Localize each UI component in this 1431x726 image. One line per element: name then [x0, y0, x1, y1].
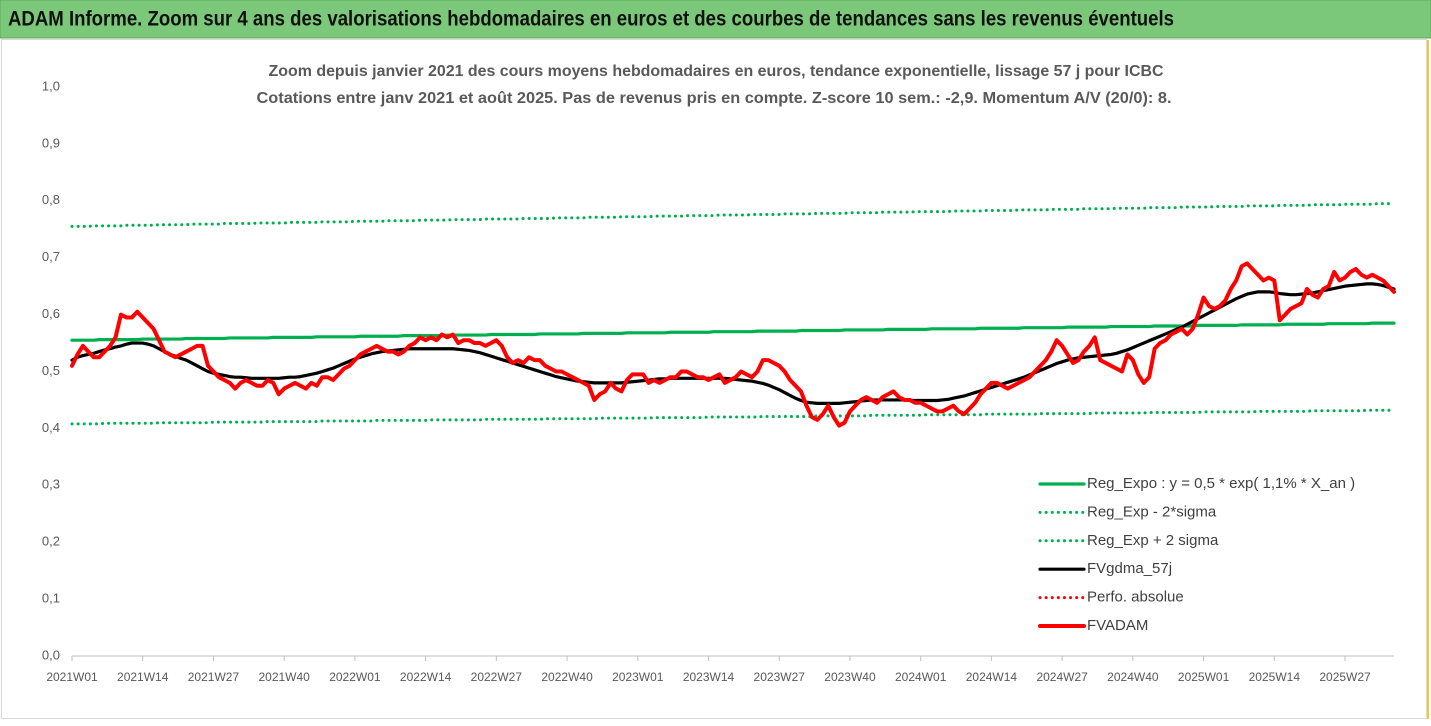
- y-tick-label: 0,9: [42, 135, 60, 150]
- series-line: [70, 261, 1396, 428]
- legend-label: Reg_Exp - 2*sigma: [1087, 503, 1217, 520]
- y-tick-label: 0,6: [42, 306, 60, 321]
- x-tick-label: 2023W40: [824, 670, 876, 684]
- y-tick-label: 0,4: [42, 420, 60, 435]
- x-tick-label: 2021W01: [46, 670, 98, 684]
- header-bar: [0, 0, 1431, 39]
- legend-label: Reg_Exp + 2 sigma: [1087, 532, 1219, 549]
- x-tick-label: 2025W01: [1178, 670, 1230, 684]
- x-tick-label: 2022W27: [471, 670, 523, 684]
- y-tick-label: 0,7: [42, 249, 60, 264]
- legend-label: FVgdma_57j: [1087, 560, 1172, 577]
- x-tick-label: 2022W40: [541, 670, 593, 684]
- series-line: [70, 408, 1396, 426]
- x-tick-label: 2021W27: [188, 670, 240, 684]
- x-tick-label: 2023W01: [612, 670, 664, 684]
- x-tick-label: 2021W14: [117, 670, 169, 684]
- legend-label: Perfo. absolue: [1087, 589, 1184, 606]
- x-tick-label: 2022W01: [329, 670, 381, 684]
- y-tick-label: 0,3: [42, 477, 60, 492]
- chart-border: [1, 39, 1427, 719]
- series-line: [70, 282, 1396, 405]
- y-tick-label: 0,0: [42, 647, 60, 662]
- chart-subtitle: Cotations entre janv 2021 et août 2025. …: [257, 90, 1172, 107]
- header-title: ADAM Informe. Zoom sur 4 ans des valoris…: [8, 8, 1174, 31]
- y-tick-label: 0,8: [42, 192, 60, 207]
- x-tick-label: 2024W14: [966, 670, 1018, 684]
- y-tick-label: 1,0: [42, 78, 60, 93]
- x-tick-label: 2023W27: [754, 670, 806, 684]
- y-tick-label: 0,5: [42, 363, 60, 378]
- x-tick-label: 2024W01: [895, 670, 947, 684]
- x-tick-label: 2024W27: [1036, 670, 1088, 684]
- legend-label: FVADAM: [1087, 617, 1148, 634]
- x-tick-label: 2022W14: [400, 670, 452, 684]
- x-tick-label: 2025W14: [1249, 670, 1301, 684]
- x-tick-label: 2024W40: [1107, 670, 1159, 684]
- x-tick-label: 2025W27: [1319, 670, 1371, 684]
- chart-title: Zoom depuis janvier 2021 des cours moyen…: [269, 63, 1164, 80]
- series-line: [70, 321, 1396, 342]
- x-tick-label: 2021W40: [258, 670, 310, 684]
- legend-label: Reg_Expo : y = 0,5 * exp( 1,1% * X_an ): [1087, 475, 1355, 492]
- y-tick-label: 0,1: [42, 591, 60, 606]
- y-tick-label: 0,2: [42, 534, 60, 549]
- series-line: [70, 202, 1396, 228]
- x-tick-label: 2023W14: [683, 670, 735, 684]
